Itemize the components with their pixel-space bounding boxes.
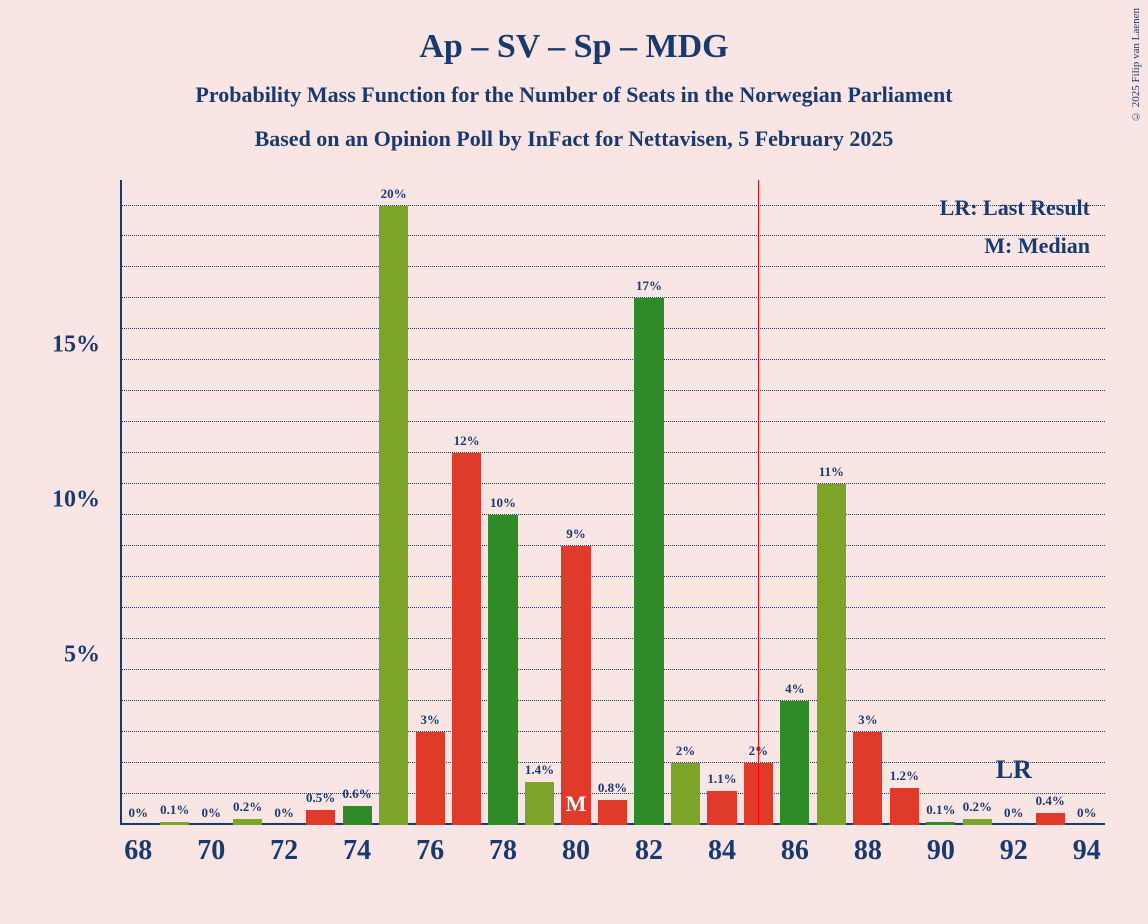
- x-tick-label: 88: [854, 835, 882, 867]
- bar: [707, 791, 736, 825]
- legend-lr: LR: Last Result: [940, 195, 1090, 221]
- legend: LR: Last Result M: Median: [940, 195, 1090, 271]
- grid-line: [120, 607, 1105, 608]
- bar: [780, 701, 809, 825]
- x-tick-label: 70: [197, 835, 225, 867]
- bar-value-label: 0.2%: [233, 799, 262, 815]
- grid-line: [120, 297, 1105, 298]
- last-result-label: LR: [996, 755, 1032, 785]
- bar-value-label: 0.8%: [598, 780, 627, 796]
- bar-value-label: 0.4%: [1036, 793, 1065, 809]
- bar: [160, 822, 189, 825]
- grid-line: [120, 762, 1105, 763]
- bar-value-label: 11%: [819, 464, 844, 480]
- bar: [379, 206, 408, 826]
- legend-m: M: Median: [940, 233, 1090, 259]
- x-tick-label: 80: [562, 835, 590, 867]
- bar: [525, 782, 554, 825]
- bar-value-label: 0%: [201, 805, 221, 821]
- x-tick-label: 94: [1073, 835, 1101, 867]
- bar: [1036, 813, 1065, 825]
- bar-value-label: 10%: [490, 495, 516, 511]
- bar-value-label: 2%: [676, 743, 696, 759]
- chart-title: Ap – SV – Sp – MDG: [0, 0, 1148, 66]
- x-tick-label: 68: [124, 835, 152, 867]
- grid-line: [120, 452, 1105, 453]
- bar-value-label: 1.2%: [890, 768, 919, 784]
- grid-line: [120, 390, 1105, 391]
- bar-value-label: 0%: [1004, 805, 1024, 821]
- bar-value-label: 3%: [420, 712, 440, 728]
- bar-value-label: 0.1%: [160, 802, 189, 818]
- chart-subtitle: Probability Mass Function for the Number…: [0, 66, 1148, 108]
- bar: [233, 819, 262, 825]
- bar-value-label: 17%: [636, 278, 662, 294]
- grid-line: [120, 514, 1105, 515]
- x-tick-label: 84: [708, 835, 736, 867]
- grid-line: [120, 359, 1105, 360]
- bar-value-label: 0.1%: [926, 802, 955, 818]
- bar-value-label: 9%: [566, 526, 586, 542]
- grid-line: [120, 731, 1105, 732]
- bar-value-label: 3%: [858, 712, 878, 728]
- chart-plot-area: 5%10%15% 6870727476788082848688909294 0%…: [120, 190, 1105, 825]
- bar: [634, 298, 663, 825]
- bar: [343, 806, 372, 825]
- bar-value-label: 1.1%: [707, 771, 736, 787]
- bar: [416, 732, 445, 825]
- bar: [671, 763, 700, 825]
- bar-value-label: 0.2%: [963, 799, 992, 815]
- grid-line: [120, 700, 1105, 701]
- x-tick-label: 76: [416, 835, 444, 867]
- grid-line: [120, 669, 1105, 670]
- x-tick-label: 90: [927, 835, 955, 867]
- bar-value-label: 1.4%: [525, 762, 554, 778]
- median-marker: M: [566, 791, 587, 817]
- x-tick-label: 92: [1000, 835, 1028, 867]
- bar: [306, 810, 335, 825]
- bar-value-label: 12%: [454, 433, 480, 449]
- bar: [853, 732, 882, 825]
- bar-value-label: 0.5%: [306, 790, 335, 806]
- grid-line: [120, 421, 1105, 422]
- bar-value-label: 0%: [128, 805, 148, 821]
- grid-line: [120, 545, 1105, 546]
- x-tick-label: 86: [781, 835, 809, 867]
- bar-value-label: 4%: [785, 681, 805, 697]
- bar-value-label: 0.6%: [343, 786, 372, 802]
- bar-value-label: 0%: [1077, 805, 1097, 821]
- copyright-text: © 2025 Filip van Laenen: [1130, 8, 1142, 122]
- bar: [488, 515, 517, 825]
- bar: [890, 788, 919, 825]
- bar: [598, 800, 627, 825]
- bar: [817, 484, 846, 825]
- x-tick-label: 72: [270, 835, 298, 867]
- x-tick-label: 82: [635, 835, 663, 867]
- x-tick-label: 78: [489, 835, 517, 867]
- y-tick-label: 15%: [52, 332, 100, 359]
- grid-line: [120, 483, 1105, 484]
- y-tick-label: 5%: [64, 642, 100, 669]
- grid-line: [120, 576, 1105, 577]
- grid-line: [120, 328, 1105, 329]
- bar: [561, 546, 590, 825]
- chart-subtitle2: Based on an Opinion Poll by InFact for N…: [0, 108, 1148, 152]
- grid-line: [120, 638, 1105, 639]
- bar-value-label: 20%: [381, 186, 407, 202]
- bar-value-label: 0%: [274, 805, 294, 821]
- bar: [452, 453, 481, 825]
- median-line: [758, 180, 759, 825]
- y-tick-label: 10%: [52, 487, 100, 514]
- bar: [926, 822, 955, 825]
- y-axis-line: [120, 180, 122, 825]
- x-tick-label: 74: [343, 835, 371, 867]
- y-axis: 5% 10% 15%: [40, 190, 110, 825]
- x-axis: 68 70 72 74 76 78 80 82 84 86 88 90 92 94: [120, 835, 1105, 875]
- bar: [963, 819, 992, 825]
